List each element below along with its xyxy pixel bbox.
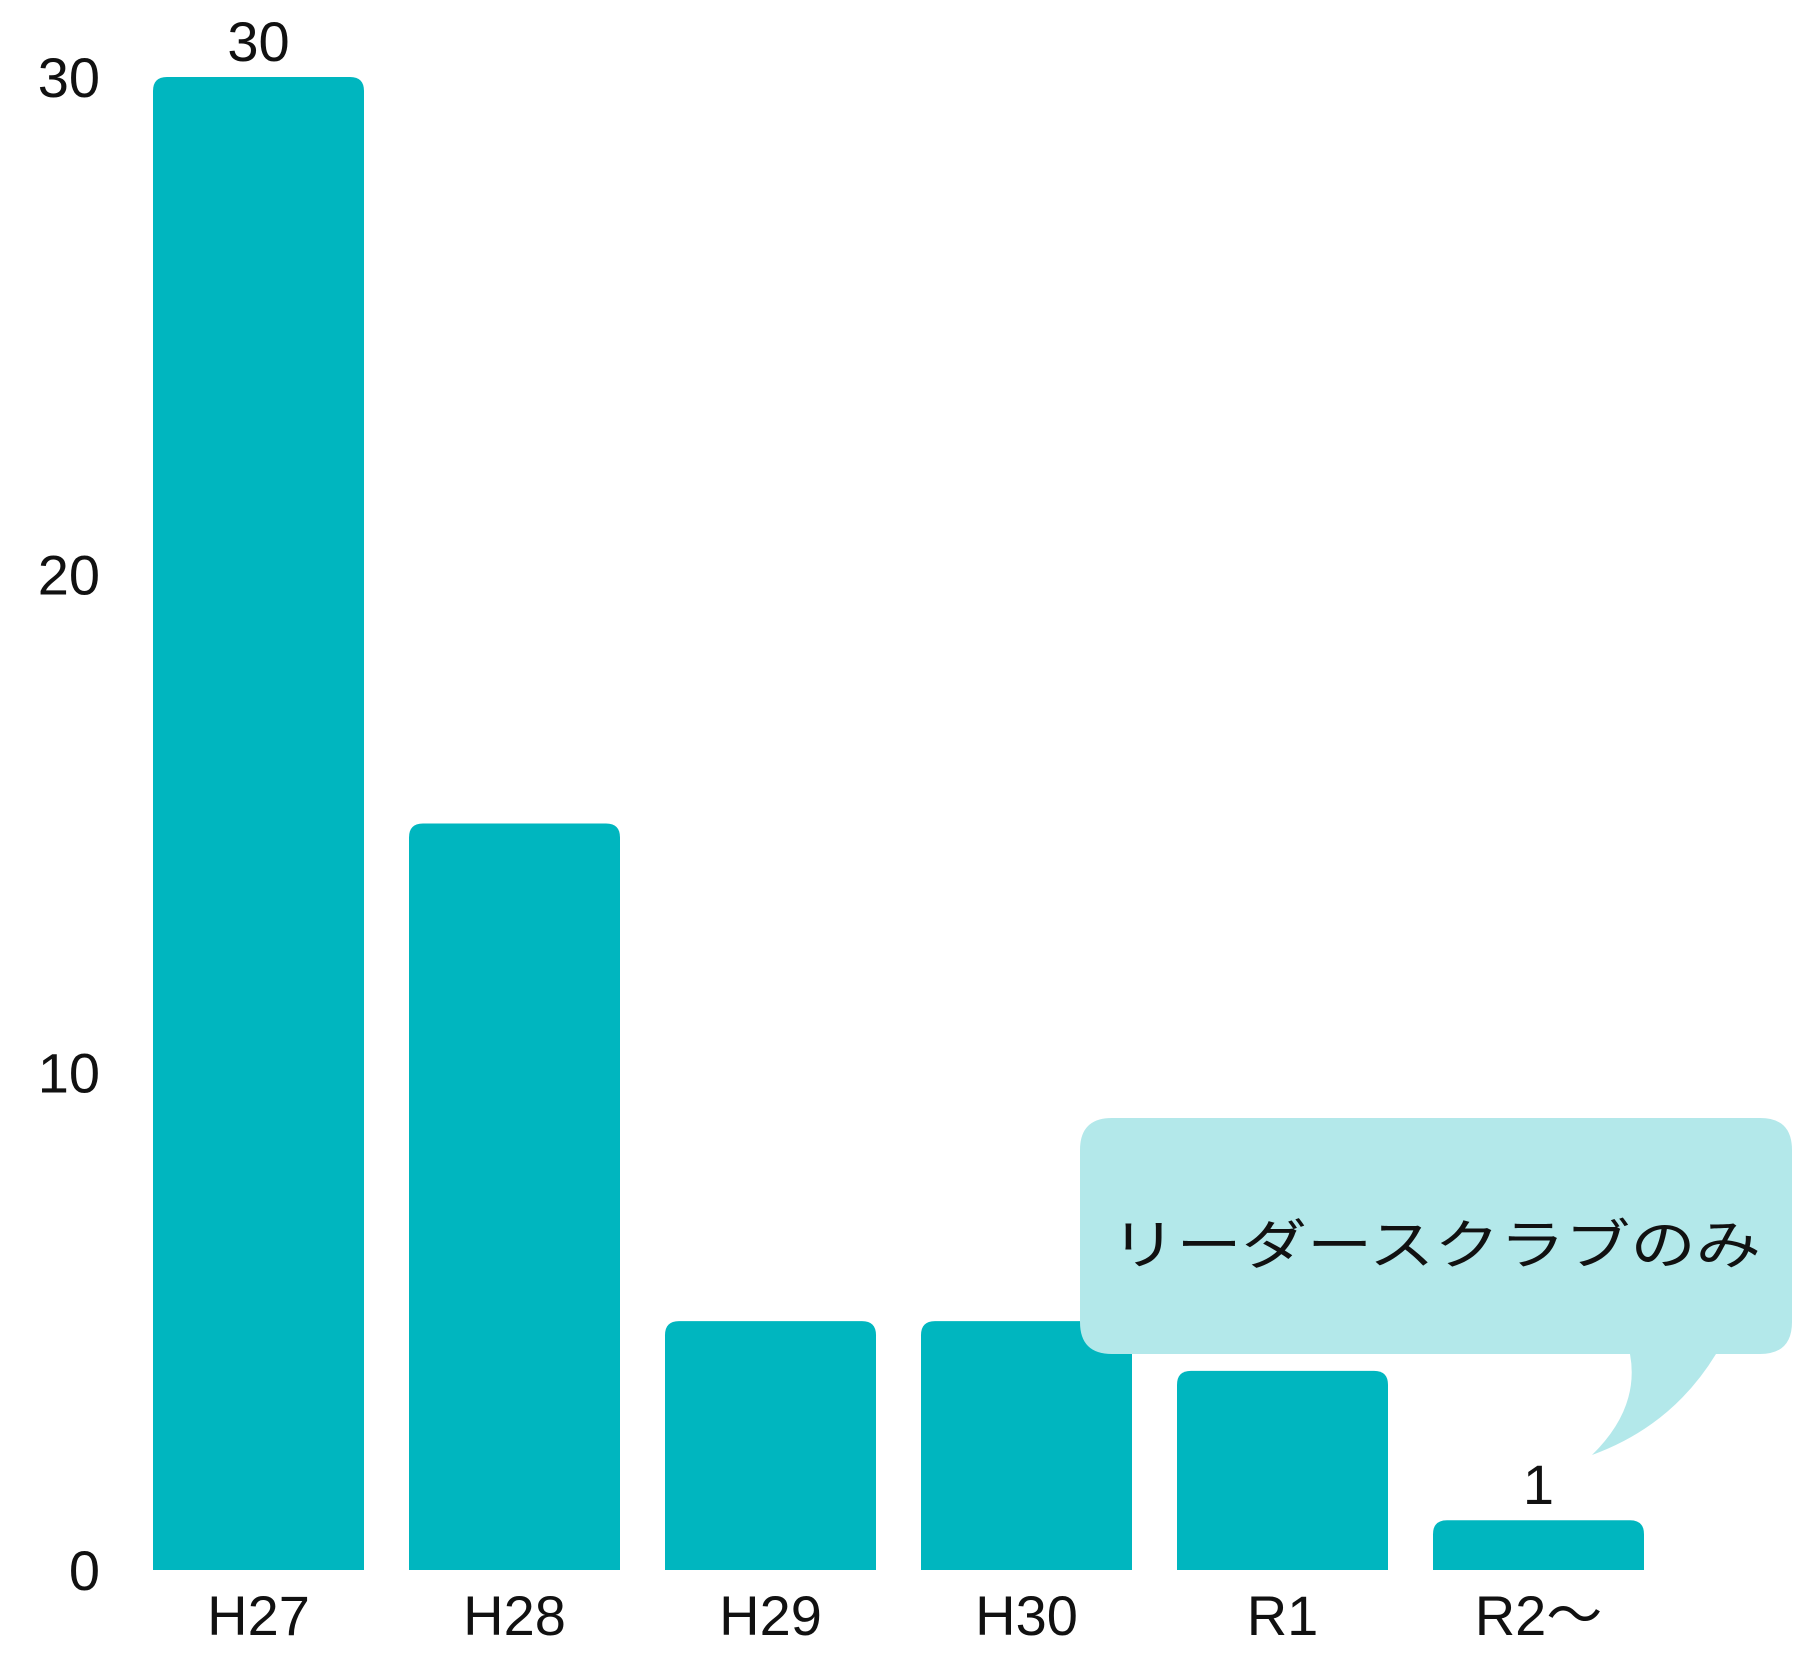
y-axis: 0 10 20 30 — [38, 46, 100, 1602]
y-tick-label: 0 — [69, 1539, 100, 1602]
data-label: 30 — [227, 10, 289, 73]
x-tick-label: R1 — [1247, 1584, 1319, 1647]
data-label: 1 — [1523, 1453, 1554, 1516]
annotation-callout: リーダースクラブのみ — [1080, 1118, 1792, 1455]
x-tick-label: R2〜 — [1475, 1584, 1603, 1647]
bars — [153, 77, 1644, 1570]
x-tick-label: H27 — [207, 1584, 310, 1647]
x-tick-label: H29 — [719, 1584, 822, 1647]
value-labels: 30 1 — [227, 10, 1554, 1516]
x-axis: H27 H28 H29 H30 R1 R2〜 — [207, 1584, 1602, 1647]
x-tick-label: H28 — [463, 1584, 566, 1647]
bar-R2〜 — [1433, 1520, 1644, 1570]
callout-bubble — [1080, 1118, 1792, 1455]
bar-H27 — [153, 77, 364, 1570]
bar-H30 — [921, 1321, 1132, 1570]
bar-H28 — [409, 823, 620, 1570]
y-tick-label: 30 — [38, 46, 100, 109]
bar-R1 — [1177, 1370, 1388, 1570]
y-tick-label: 10 — [38, 1041, 100, 1104]
x-tick-label: H30 — [975, 1584, 1078, 1647]
y-tick-label: 20 — [38, 544, 100, 607]
callout-text: リーダースクラブのみ — [1111, 1214, 1761, 1277]
bar-H29 — [665, 1321, 876, 1570]
